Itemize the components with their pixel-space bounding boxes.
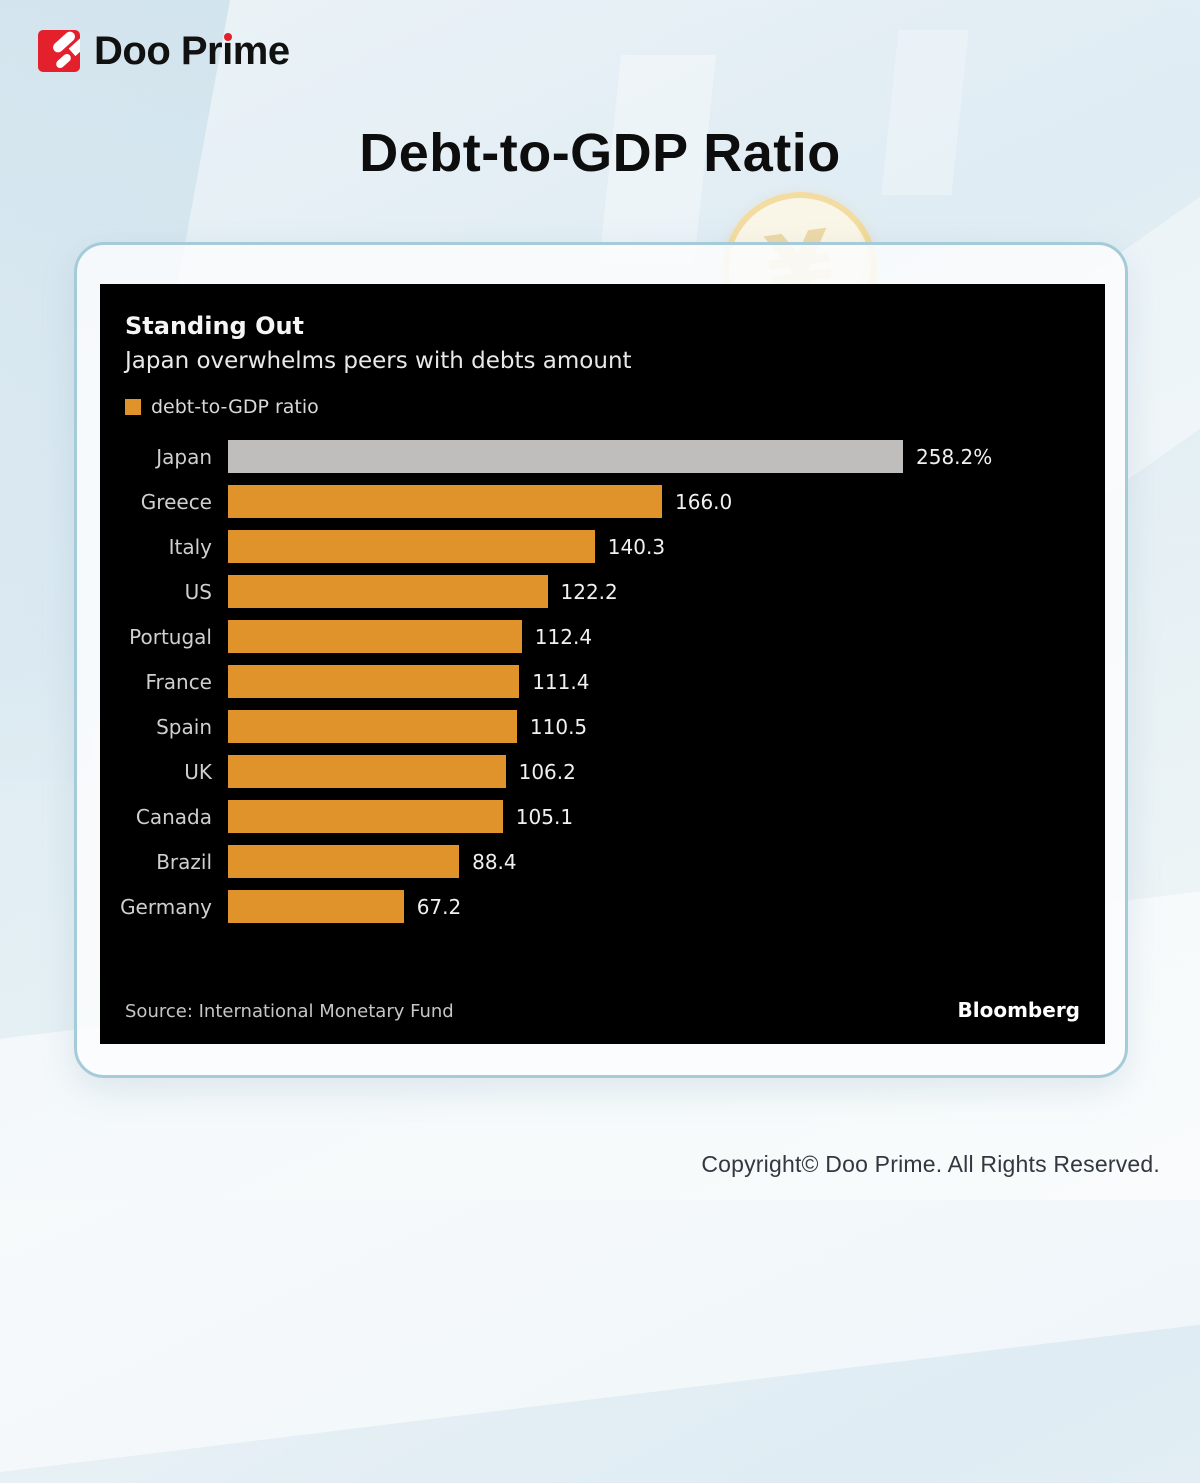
bar-value-label: 105.1 [515, 804, 574, 829]
bar [228, 440, 903, 473]
bar [228, 665, 520, 698]
bar-row-label: Greece [140, 489, 212, 514]
chart-card: Standing Out Japan overwhelms peers with… [74, 242, 1128, 1078]
chart-footer: Source: International Monetary Fund Bloo… [125, 998, 1080, 1022]
bar-row-label: Brazil [156, 849, 212, 874]
bar-row-label: Canada [135, 804, 212, 829]
bar-row-label: France [145, 669, 212, 694]
bar-row: Portugal 112.4 [116, 614, 1089, 659]
bar [228, 620, 522, 653]
chart-subtitle: Japan overwhelms peers with debts amount [125, 348, 632, 374]
bar-row-label: Portugal [129, 624, 212, 649]
bar [228, 845, 460, 878]
bloomberg-logo: Bloomberg [957, 998, 1080, 1022]
bar-row-label: US [184, 579, 212, 604]
bar-row: Italy 140.3 [116, 524, 1089, 569]
logo-slash-icon [54, 52, 73, 70]
bar-rows: Japan 258.2% Greece 166.0 Italy 140.3 US… [116, 434, 1089, 929]
chart-legend: debt-to-GDP ratio [125, 396, 319, 418]
bar [228, 890, 404, 923]
legend-swatch-icon [125, 399, 141, 415]
bar-row: US 122.2 [116, 569, 1089, 614]
bar-row-label: Germany [120, 894, 212, 919]
bar [228, 530, 595, 563]
bar-value-label: 112.4 [534, 624, 593, 649]
bar [228, 710, 517, 743]
chart-source: Source: International Monetary Fund [125, 1001, 454, 1022]
bar-value-label: 258.2% [916, 444, 993, 469]
bar-row: Canada 105.1 [116, 794, 1089, 839]
bar-row: Spain 110.5 [116, 704, 1089, 749]
bar-row: UK 106.2 [116, 749, 1089, 794]
bar-row-label: UK [184, 759, 212, 784]
bar-row: Germany 67.2 [116, 884, 1089, 929]
bar-value-label: 106.2 [518, 759, 576, 784]
chart-title: Standing Out [125, 312, 305, 340]
logo-letter-i: ı [222, 29, 233, 73]
copyright-text: Copyright© Doo Prime. All Rights Reserve… [701, 1151, 1160, 1177]
logo-text: Doo Prıme [94, 29, 290, 73]
bar-value-label: 110.5 [529, 714, 588, 739]
bar-row-label: Italy [168, 534, 212, 559]
doo-prime-logo: Doo Prıme [38, 30, 290, 72]
bar [228, 800, 503, 833]
bar-value-label: 111.4 [532, 669, 590, 694]
bar-row-label: Japan [156, 444, 212, 469]
legend-label: debt-to-GDP ratio [151, 396, 319, 418]
bar-row: Greece 166.0 [116, 479, 1089, 524]
page-title: Debt-to-GDP Ratio [359, 123, 841, 183]
bar [228, 755, 506, 788]
bar-row: Brazil 88.4 [116, 839, 1089, 884]
bar-value-label: 88.4 [472, 849, 517, 874]
bar-row-label: Spain [156, 714, 212, 739]
bar [228, 575, 548, 608]
bar-row: France 111.4 [116, 659, 1089, 704]
bar-value-label: 140.3 [607, 534, 666, 559]
bar [228, 485, 662, 518]
bar-row: Japan 258.2% [116, 434, 1089, 479]
doo-prime-logo-icon [38, 30, 80, 72]
bar-value-label: 122.2 [560, 579, 618, 604]
bar-value-label: 67.2 [416, 894, 462, 919]
bar-value-label: 166.0 [675, 489, 733, 514]
bloomberg-chart-panel: Standing Out Japan overwhelms peers with… [100, 284, 1105, 1044]
